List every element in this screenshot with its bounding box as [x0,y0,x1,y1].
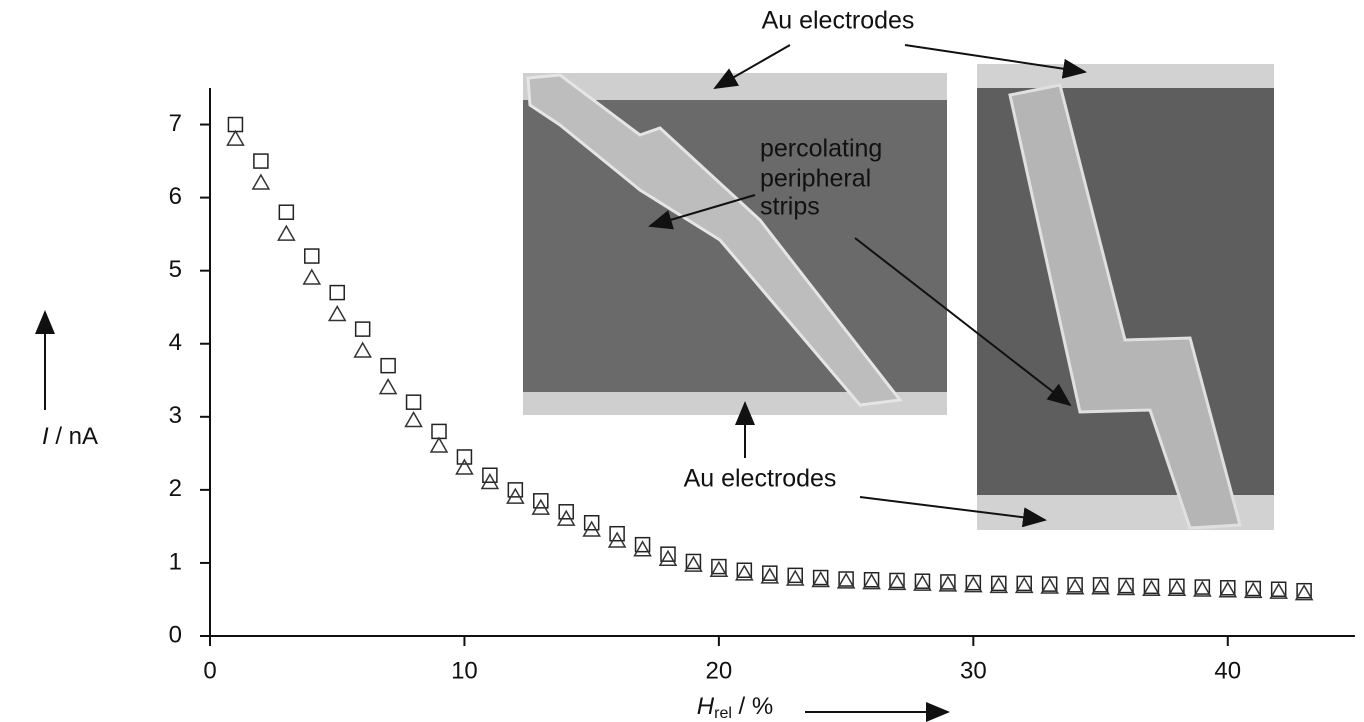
data-point [253,175,269,189]
data-point [456,460,472,474]
data-point [254,154,268,168]
data-point [278,226,294,240]
y-tick-label: 7 [169,110,182,137]
data-point [407,395,421,409]
y-tick-label: 0 [169,621,182,648]
y-tick-label: 3 [169,402,182,429]
data-point [304,270,320,284]
inset-image [523,73,947,415]
annotation: percolating [760,135,882,163]
data-point [635,542,651,556]
chart: Au electrodes percolating peripheral str… [0,0,1364,722]
x-tick-label: 20 [706,657,733,684]
x-label-symbol: H [697,693,715,720]
annotation: peripheral [760,165,871,193]
x-tick-label: 30 [960,657,987,684]
data-point [305,249,319,263]
y-tick-label: 2 [169,475,182,502]
y-tick-label: 5 [169,256,182,283]
y-axis-label: I / nA [42,423,98,450]
annotation: strips [760,193,820,221]
y-tick-label: 1 [169,548,182,575]
annotation: Au electrodes [684,465,837,493]
data-point [227,131,243,145]
inset-image [977,64,1274,530]
x-tick-label: 10 [451,657,478,684]
data-point [330,286,344,300]
x-tick-label: 0 [203,657,216,684]
data-point [457,450,471,464]
annotation: Au electrodes [762,7,915,35]
data-point [380,380,396,394]
data-point [406,412,422,426]
data-point [355,343,371,357]
x-axis-label: Hrel / % [697,693,773,722]
data-point [356,322,370,336]
x-tick-label: 40 [1214,657,1241,684]
x-label-unit: / % [732,693,773,720]
y-tick-label: 6 [169,183,182,210]
y-label-unit: / nA [49,423,98,450]
data-point [228,118,242,132]
y-tick-label: 4 [169,329,182,356]
data-point [381,359,395,373]
data-point [660,551,676,565]
x-label-subscript: rel [714,705,732,722]
data-point [279,205,293,219]
data-point [431,438,447,452]
data-point [432,424,446,438]
data-point [329,307,345,321]
